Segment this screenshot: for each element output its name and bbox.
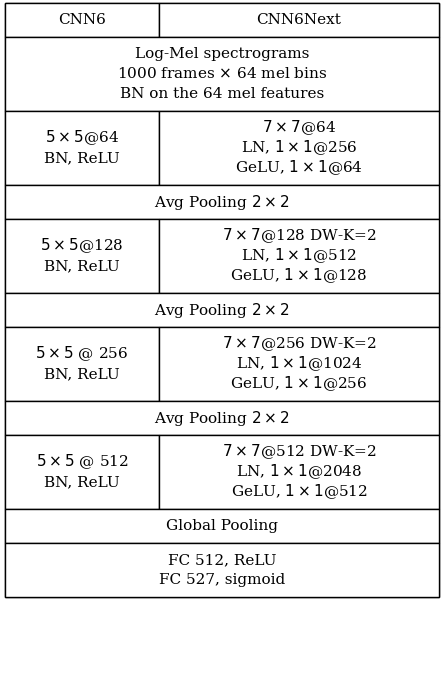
Text: BN, ReLU: BN, ReLU — [44, 367, 120, 381]
Bar — [159, 3, 439, 37]
Text: Avg Pooling $2 \times 2$: Avg Pooling $2 \times 2$ — [154, 300, 290, 320]
Text: GeLU, $1 \times 1$@512: GeLU, $1 \times 1$@512 — [230, 483, 368, 501]
Text: $7 \times 7$@256 DW-K=2: $7 \times 7$@256 DW-K=2 — [222, 335, 377, 353]
Text: GeLU, $1 \times 1$@256: GeLU, $1 \times 1$@256 — [230, 375, 368, 393]
Bar — [159, 111, 439, 185]
Text: Avg Pooling $2 \times 2$: Avg Pooling $2 \times 2$ — [154, 193, 290, 211]
Text: FC 527, sigmoid: FC 527, sigmoid — [159, 573, 285, 587]
Bar — [5, 401, 439, 435]
Text: 1000 frames $\times$ 64 mel bins: 1000 frames $\times$ 64 mel bins — [117, 67, 327, 82]
Text: Global Pooling: Global Pooling — [166, 519, 278, 533]
Bar — [5, 327, 159, 401]
Text: $5 \times 5$ @ 512: $5 \times 5$ @ 512 — [36, 453, 128, 471]
Text: $5 \times 5$ @ 256: $5 \times 5$ @ 256 — [36, 344, 129, 364]
Text: FC 512, ReLU: FC 512, ReLU — [168, 553, 276, 567]
Bar — [5, 3, 439, 597]
Text: BN, ReLU: BN, ReLU — [44, 475, 120, 489]
Bar — [159, 435, 439, 509]
Text: Avg Pooling $2 \times 2$: Avg Pooling $2 \times 2$ — [154, 408, 290, 427]
Bar — [159, 327, 439, 401]
Text: $7 \times 7$@128 DW-K=2: $7 \times 7$@128 DW-K=2 — [222, 226, 377, 246]
Text: GeLU, $1 \times 1$@64: GeLU, $1 \times 1$@64 — [235, 158, 363, 178]
Text: $5 \times 5$@64: $5 \times 5$@64 — [45, 129, 119, 147]
Text: LN, $1 \times 1$@1024: LN, $1 \times 1$@1024 — [236, 355, 362, 373]
Text: BN, ReLU: BN, ReLU — [44, 151, 120, 165]
Text: $7 \times 7$@512 DW-K=2: $7 \times 7$@512 DW-K=2 — [222, 442, 377, 462]
Text: Log-Mel spectrograms: Log-Mel spectrograms — [135, 47, 309, 61]
Text: $7 \times 7$@64: $7 \times 7$@64 — [262, 119, 336, 137]
Bar — [5, 435, 159, 509]
Text: BN, ReLU: BN, ReLU — [44, 259, 120, 273]
Text: GeLU, $1 \times 1$@128: GeLU, $1 \times 1$@128 — [230, 267, 368, 285]
Text: LN, $1 \times 1$@256: LN, $1 \times 1$@256 — [241, 139, 357, 157]
Bar — [5, 543, 439, 597]
Text: BN on the 64 mel features: BN on the 64 mel features — [120, 87, 324, 101]
Text: CNN6Next: CNN6Next — [257, 13, 341, 27]
Bar — [5, 219, 159, 293]
Bar — [5, 3, 159, 37]
Bar — [5, 111, 159, 185]
Bar — [5, 185, 439, 219]
Text: LN, $1 \times 1$@512: LN, $1 \times 1$@512 — [241, 247, 357, 265]
Text: LN, $1 \times 1$@2048: LN, $1 \times 1$@2048 — [236, 462, 362, 482]
Bar — [5, 37, 439, 111]
Bar — [5, 293, 439, 327]
Bar — [159, 219, 439, 293]
Bar — [5, 509, 439, 543]
Text: CNN6: CNN6 — [58, 13, 106, 27]
Text: $5 \times 5$@128: $5 \times 5$@128 — [40, 237, 124, 255]
